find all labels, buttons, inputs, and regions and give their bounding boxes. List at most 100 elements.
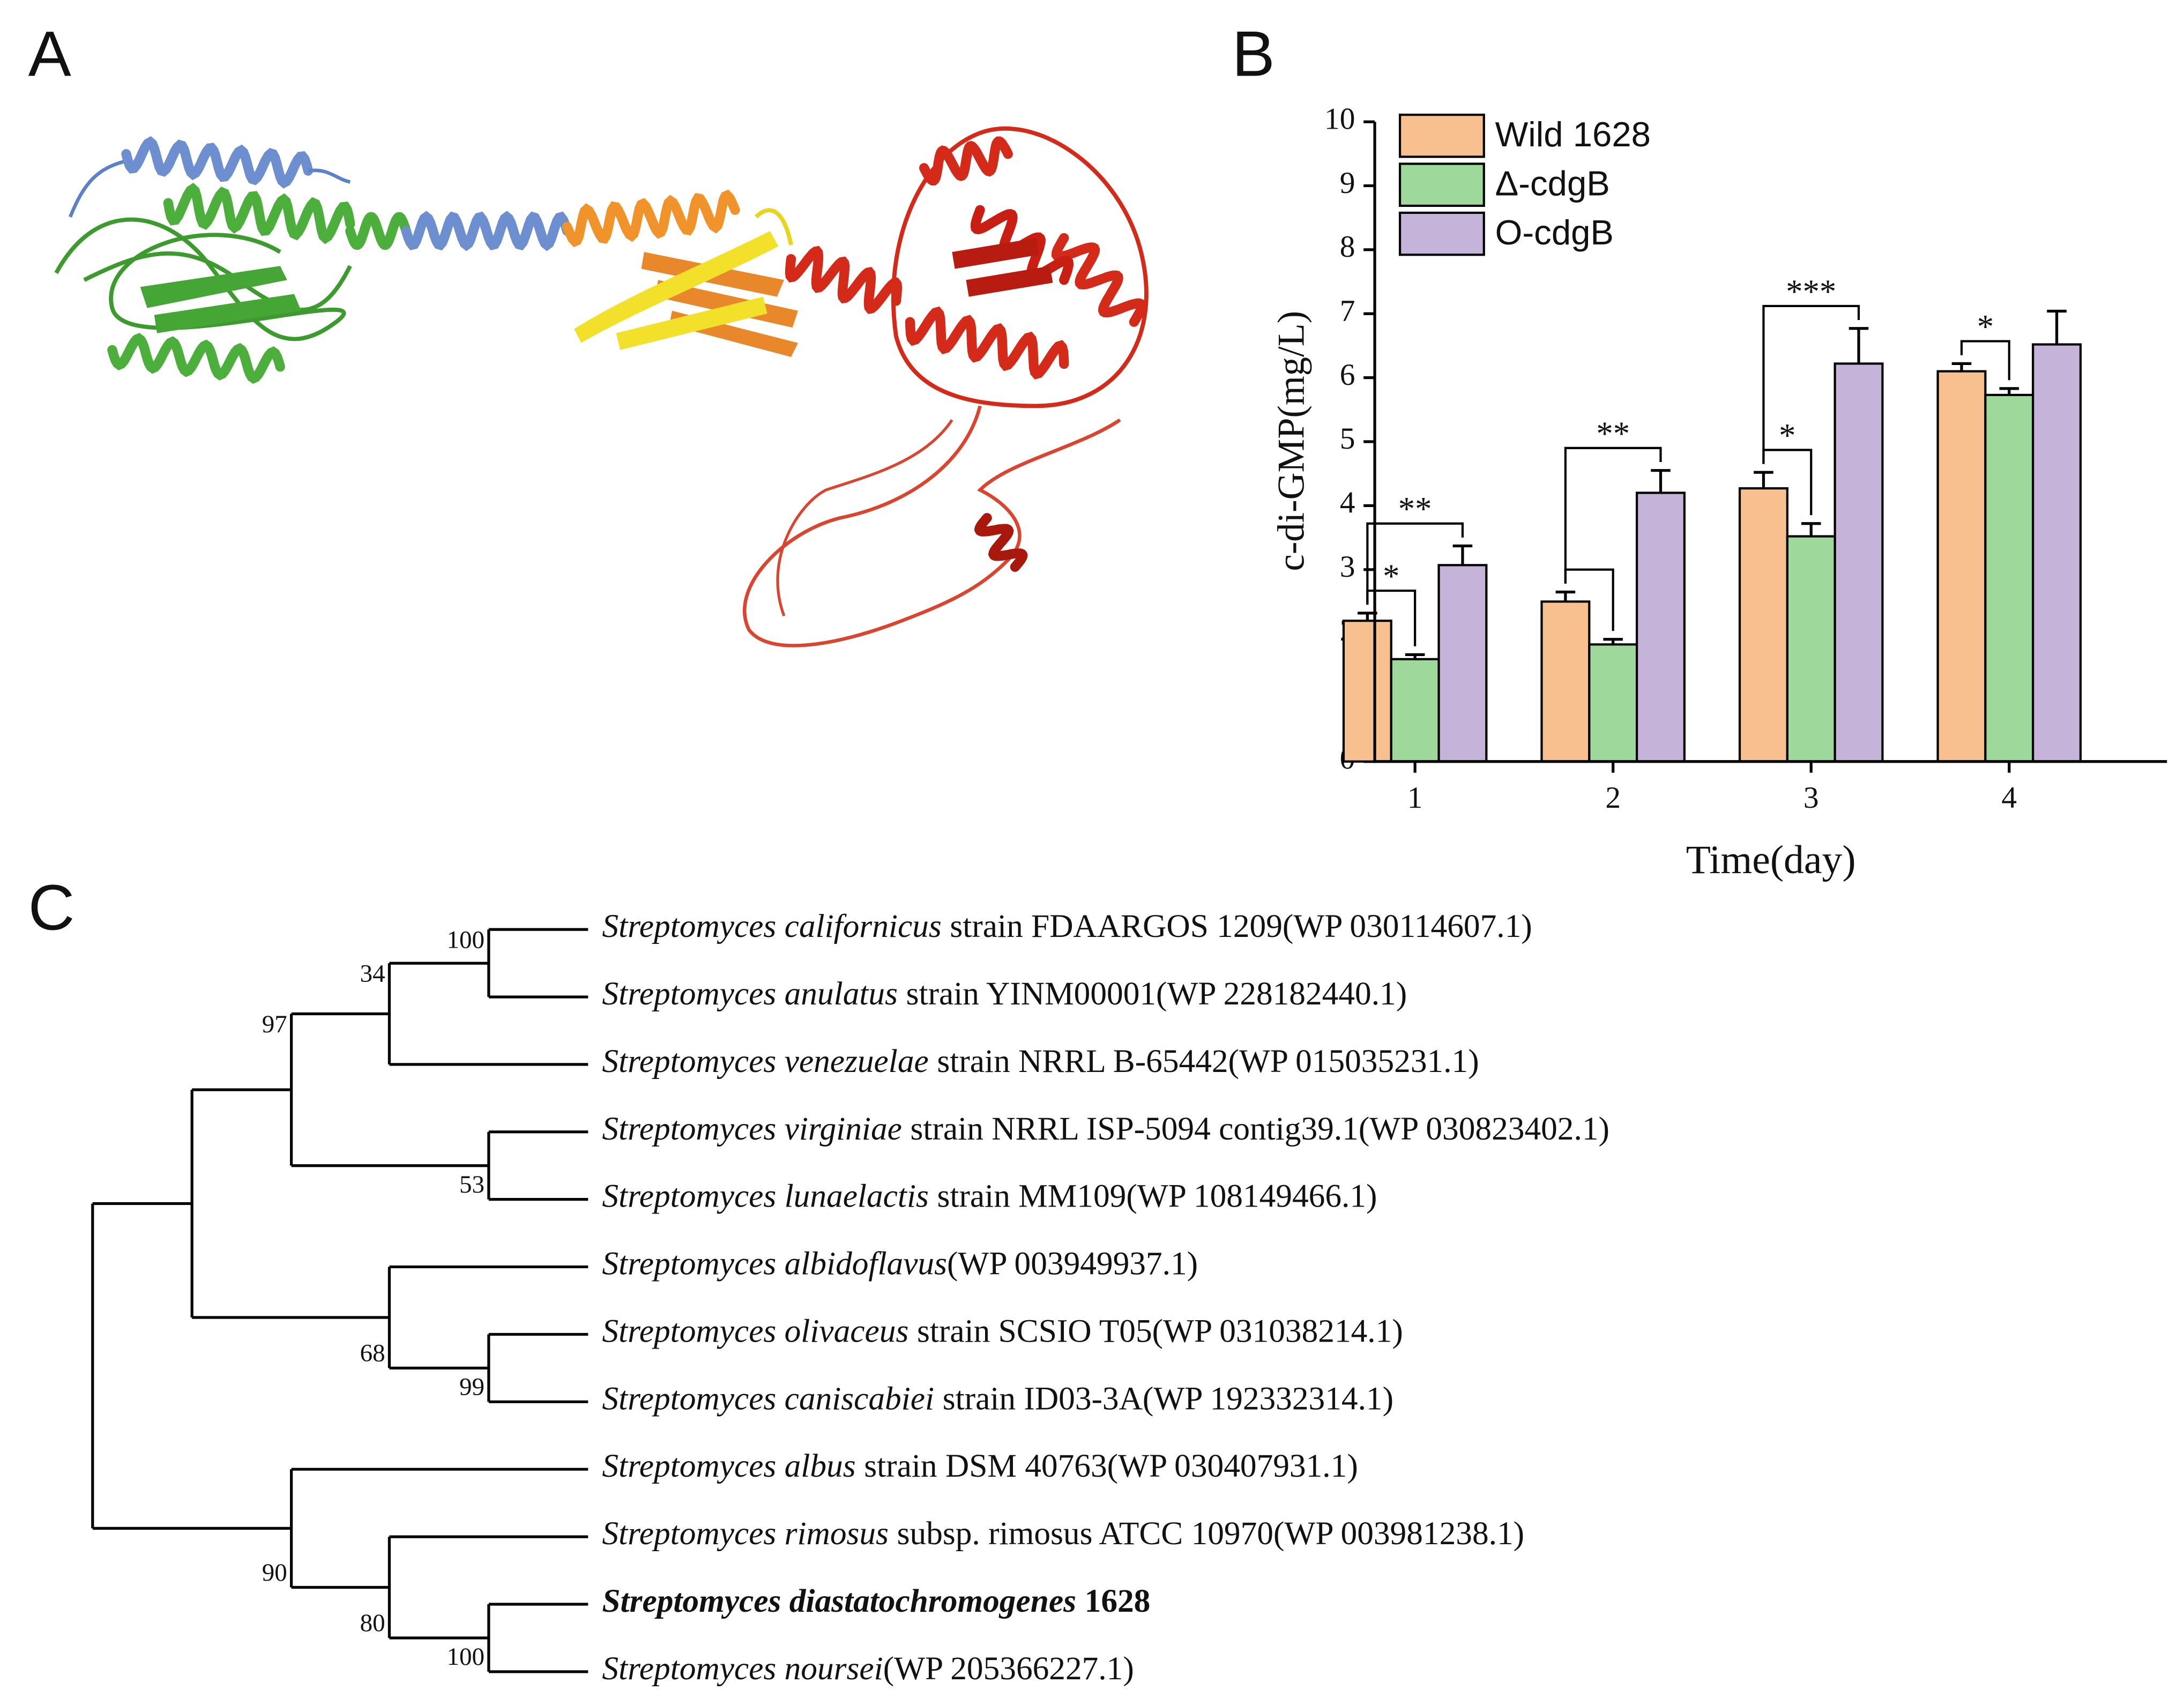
legend-label: O-cdgB — [1495, 213, 1614, 252]
bar — [2032, 343, 2082, 763]
bootstrap-value: 100 — [447, 1643, 485, 1671]
y-tick-label: 6 — [1340, 358, 1355, 392]
bar — [1342, 620, 1392, 763]
strain: strain ID03-3A(WP 192332314.1) — [943, 1380, 1393, 1417]
bar — [1738, 487, 1788, 763]
sheet — [952, 237, 1053, 297]
bar — [1588, 643, 1638, 763]
panel-label: B — [1232, 18, 1275, 90]
strain: strain YINM00001(WP 228182440.1) — [906, 976, 1407, 1012]
strain: (WP 003949937.1) — [947, 1246, 1198, 1282]
y-tick-label: 4 — [1340, 486, 1355, 520]
bootstrap-value: 80 — [360, 1609, 385, 1637]
sheet — [574, 230, 779, 350]
x-tick-label: 3 — [1803, 781, 1819, 815]
helix — [919, 136, 1013, 186]
species: Streptomyces rimosus — [602, 1515, 889, 1552]
helix — [163, 183, 355, 244]
leaf-label: Streptomyces lunaelactis strain MM109(WP … — [602, 1178, 1377, 1215]
helix — [974, 513, 1028, 572]
blob — [891, 126, 1149, 408]
legend-swatch — [1398, 211, 1485, 256]
significance-bracket — [1762, 304, 1860, 464]
significance-bracket — [1960, 340, 2010, 381]
species: Streptomyces diastatochromogenes — [602, 1583, 1076, 1619]
strain: strain MM109(WP 108149466.1) — [937, 1178, 1377, 1215]
species: Streptomyces noursei — [602, 1650, 883, 1687]
significance-label: * — [1779, 416, 1795, 454]
significance-label: *** — [1786, 272, 1836, 310]
legend-swatch — [1398, 114, 1485, 158]
strain: 1628 — [1085, 1583, 1151, 1619]
coil — [68, 159, 127, 218]
helix — [401, 211, 572, 251]
y-axis-label: c-di-GMP(mg/L) — [1270, 311, 1312, 571]
x-axis-label: Time(day) — [1686, 838, 1856, 882]
legend-label: Wild 1628 — [1495, 115, 1651, 154]
significance-label: * — [1383, 557, 1399, 595]
leaf-label: Streptomyces albidoflavus(WP 003949937.1… — [602, 1246, 1198, 1282]
bootstrap-value: 97 — [262, 1010, 287, 1038]
y-tick-label: 9 — [1340, 166, 1355, 200]
helix — [785, 245, 903, 314]
leaf-label: Streptomyces venezuelae strain NRRL B-654… — [602, 1043, 1479, 1079]
panel-label: C — [28, 872, 75, 944]
helix — [562, 189, 740, 248]
y-tick-label: 7 — [1340, 294, 1355, 327]
strain: strain NRRL B-65442(WP 015035231.1) — [937, 1043, 1479, 1079]
strain: subsp. rimosus ATCC 10970(WP 003981238.1… — [897, 1515, 1524, 1552]
leaf-label: Streptomyces rimosus subsp. rimosus ATCC … — [602, 1515, 1524, 1552]
strain: strain DSM 40763(WP 030407931.1) — [864, 1448, 1358, 1484]
helix — [1052, 233, 1147, 327]
coil — [308, 168, 351, 184]
bootstrap-value: 68 — [360, 1339, 385, 1367]
bar — [1786, 535, 1836, 763]
leaf-label: Streptomyces diastatochromogenes 1628 — [602, 1583, 1150, 1619]
strain: (WP 205366227.1) — [883, 1650, 1134, 1687]
leaf-label: Streptomyces olivaceus strain SCSIO T05(W… — [602, 1313, 1403, 1350]
species: Streptomyces olivaceus — [602, 1313, 908, 1350]
species: Streptomyces californicus — [602, 908, 941, 944]
significance-label: * — [1977, 308, 1994, 345]
significance-label: ** — [1398, 490, 1432, 527]
bootstrap-value: 34 — [360, 959, 385, 987]
legend-swatch — [1398, 162, 1485, 207]
y-tick-label: 8 — [1340, 230, 1355, 264]
helix — [121, 136, 314, 189]
coil — [743, 405, 1121, 647]
species: Streptomyces albus — [602, 1448, 855, 1484]
species: Streptomyces lunaelactis — [602, 1178, 928, 1215]
species: Streptomyces virginiae — [602, 1111, 901, 1147]
bootstrap-value: 100 — [447, 926, 485, 954]
bootstrap-value: 99 — [459, 1373, 484, 1401]
species: Streptomyces venezuelae — [602, 1043, 928, 1079]
helix — [345, 212, 411, 250]
helix — [905, 306, 1069, 380]
coil — [754, 208, 793, 245]
leaf-label: Streptomyces caniscabiei strain ID03-3A(W… — [602, 1380, 1393, 1417]
strain: strain NRRL ISP-5094 contig39.1(WP 03082… — [911, 1111, 1609, 1147]
significance-label: ** — [1596, 414, 1630, 452]
bootstrap-value: 90 — [262, 1559, 287, 1587]
bar — [1833, 362, 1884, 763]
coil — [54, 217, 346, 341]
species: Streptomyces anulatus — [602, 976, 898, 1012]
sheet — [641, 252, 799, 357]
species: Streptomyces caniscabiei — [602, 1380, 934, 1417]
bar — [1540, 600, 1591, 763]
leaf-label: Streptomyces noursei(WP 205366227.1) — [602, 1650, 1134, 1687]
significance-bracket — [1564, 446, 1662, 584]
x-tick-label: 1 — [1407, 781, 1423, 815]
bar — [1635, 492, 1686, 763]
x-tick-label: 4 — [2001, 781, 2017, 815]
leaf-label: Streptomyces albus strain DSM 40763(WP 03… — [602, 1448, 1358, 1484]
coil — [776, 419, 953, 617]
strain: strain SCSIO T05(WP 031038214.1) — [917, 1313, 1403, 1350]
protein-structure — [54, 126, 1149, 647]
x-tick-label: 2 — [1605, 781, 1621, 815]
significance-bracket — [1366, 522, 1464, 605]
leaf-label: Streptomyces anulatus strain YINM00001(WP… — [602, 976, 1407, 1012]
leaf-label: Streptomyces virginiae strain NRRL ISP-50… — [602, 1111, 1609, 1147]
